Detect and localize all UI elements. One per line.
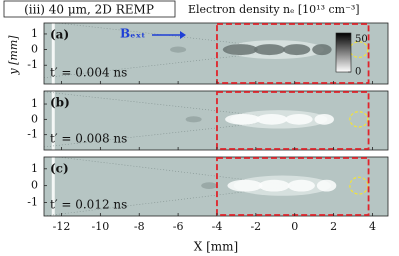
density-image xyxy=(44,157,388,216)
panel-label: (b) xyxy=(50,96,70,110)
x-tick-label: 2 xyxy=(330,220,337,233)
lobe xyxy=(312,44,332,56)
y-axis-label: y [mm] xyxy=(7,35,20,76)
target-stripe xyxy=(51,91,55,150)
panel-frame xyxy=(43,90,389,151)
lobe xyxy=(256,113,288,125)
highlight-box xyxy=(216,23,370,84)
blob xyxy=(170,46,187,53)
x-tick-label: 4 xyxy=(369,220,376,233)
x-tick-label: -10 xyxy=(92,220,110,233)
yellow-marker xyxy=(349,111,369,128)
colorbar xyxy=(335,32,352,73)
density-image xyxy=(44,91,388,150)
y-tick-label: 1 xyxy=(31,162,38,175)
time-annotation: t′ = 0.008 ns xyxy=(50,132,127,146)
lobe xyxy=(258,179,290,192)
y-tick-label: 0 xyxy=(31,112,38,125)
x-tick-label: -12 xyxy=(53,220,71,233)
y-tick-label: 0 xyxy=(31,179,38,192)
lobe xyxy=(222,44,258,56)
highlight-box xyxy=(216,91,370,150)
x-tick-label: -2 xyxy=(250,220,261,233)
y-tick-label: 1 xyxy=(31,27,38,40)
panel-frame xyxy=(43,156,389,217)
lobe xyxy=(314,113,334,125)
panel-frame xyxy=(43,22,389,85)
field-label: Bₑₓₜ xyxy=(120,27,146,41)
time-annotation: t′ = 0.004 ns xyxy=(50,66,127,80)
target-stripe xyxy=(51,157,55,216)
lobe xyxy=(283,44,311,56)
x-tick-label: -8 xyxy=(134,220,145,233)
time-annotation: t′ = 0.012 ns xyxy=(50,198,127,212)
x-tick-label: 0 xyxy=(291,220,298,233)
density-image xyxy=(44,23,388,84)
lobe xyxy=(225,113,261,125)
figure-title: (iii) 40 μm, 2D REMP xyxy=(24,3,154,17)
lobe xyxy=(253,44,285,56)
x-tick-label: -4 xyxy=(212,220,223,233)
blob xyxy=(185,116,202,123)
y-tick-label: -1 xyxy=(27,128,38,141)
panel-label: (a) xyxy=(50,28,69,42)
y-tick-label: 1 xyxy=(31,97,38,110)
y-tick-label: -1 xyxy=(27,58,38,71)
lobe xyxy=(316,179,337,192)
colorbar-tick-label: 0 xyxy=(355,67,361,78)
target-stripe xyxy=(51,23,55,84)
y-tick-label: -1 xyxy=(27,196,38,209)
lobe xyxy=(285,113,313,125)
highlight-box xyxy=(216,157,370,216)
x-axis-label: X [mm] xyxy=(194,240,238,254)
blob xyxy=(201,182,218,190)
yellow-marker xyxy=(349,176,369,195)
field-arrowhead xyxy=(180,31,186,39)
x-tick-label: -6 xyxy=(173,220,184,233)
lobe xyxy=(287,179,315,192)
panel-label: (c) xyxy=(50,162,69,176)
y-tick-label: 0 xyxy=(31,43,38,56)
colorbar-tick-label: 50 xyxy=(355,34,368,45)
title-box xyxy=(3,0,176,18)
image-background xyxy=(44,23,388,84)
colorbar-label: Electron density nₑ [10¹³ cm⁻³] xyxy=(188,3,360,16)
lobe xyxy=(227,179,263,192)
